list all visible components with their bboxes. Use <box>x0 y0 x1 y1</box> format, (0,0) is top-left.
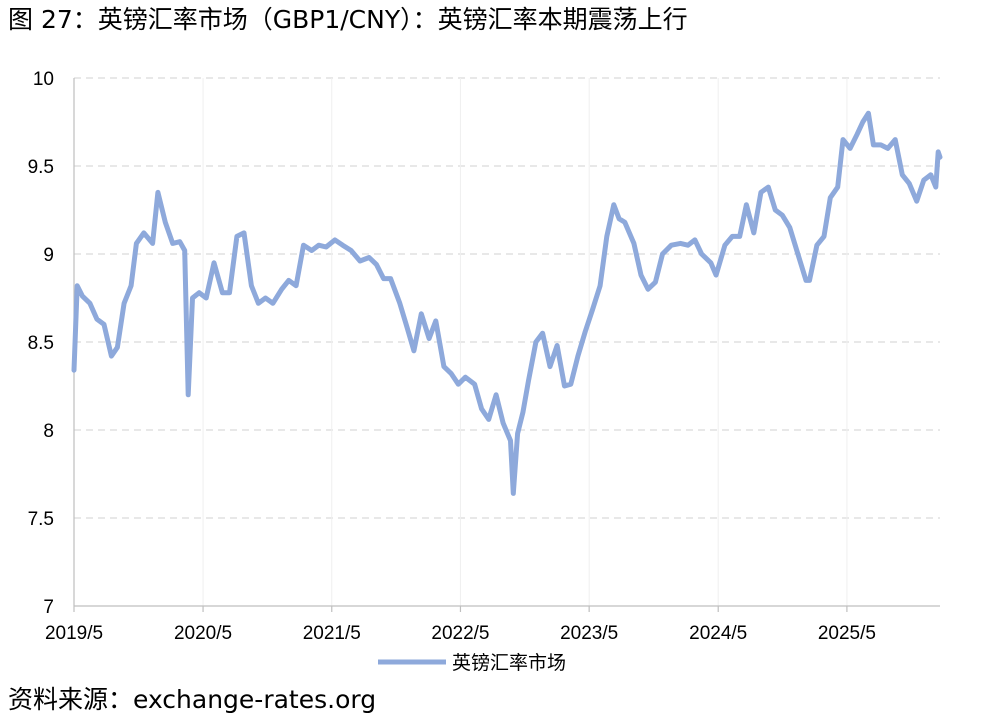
x-tick-label: 2023/5 <box>560 623 618 644</box>
x-tick-label: 2019/5 <box>45 623 103 644</box>
legend-label: 英镑汇率市场 <box>452 652 566 674</box>
y-tick-label: 9 <box>43 245 54 266</box>
y-tick-label: 8.5 <box>28 333 54 354</box>
chart-title: 图 27：英镑汇率市场（GBP1/CNY）：英镑汇率本期震荡上行 <box>8 5 688 34</box>
legend: 英镑汇率市场 <box>378 652 566 674</box>
y-tick-label: 7.5 <box>28 509 54 530</box>
x-tick-label: 2024/5 <box>689 623 747 644</box>
x-tick-label: 2021/5 <box>303 623 361 644</box>
axis-layer: 10 9.5 9 8.5 8 7.5 7 2019/5 2020/5 2021/5 2022/5 20… <box>28 69 940 644</box>
y-tick-label: 8 <box>43 421 54 442</box>
y-tick-label: 7 <box>43 597 54 618</box>
series-line <box>71 110 943 496</box>
y-tick-label: 10 <box>33 69 54 90</box>
x-tick-label: 2022/5 <box>431 623 489 644</box>
x-tick-label: 2025/5 <box>818 623 876 644</box>
x-tick-label: 2020/5 <box>174 623 232 644</box>
grid-layer <box>74 77 940 606</box>
y-tick-label: 9.5 <box>28 157 54 178</box>
source-note: 资料来源：exchange-rates.org <box>8 685 377 714</box>
series-layer <box>71 110 943 496</box>
